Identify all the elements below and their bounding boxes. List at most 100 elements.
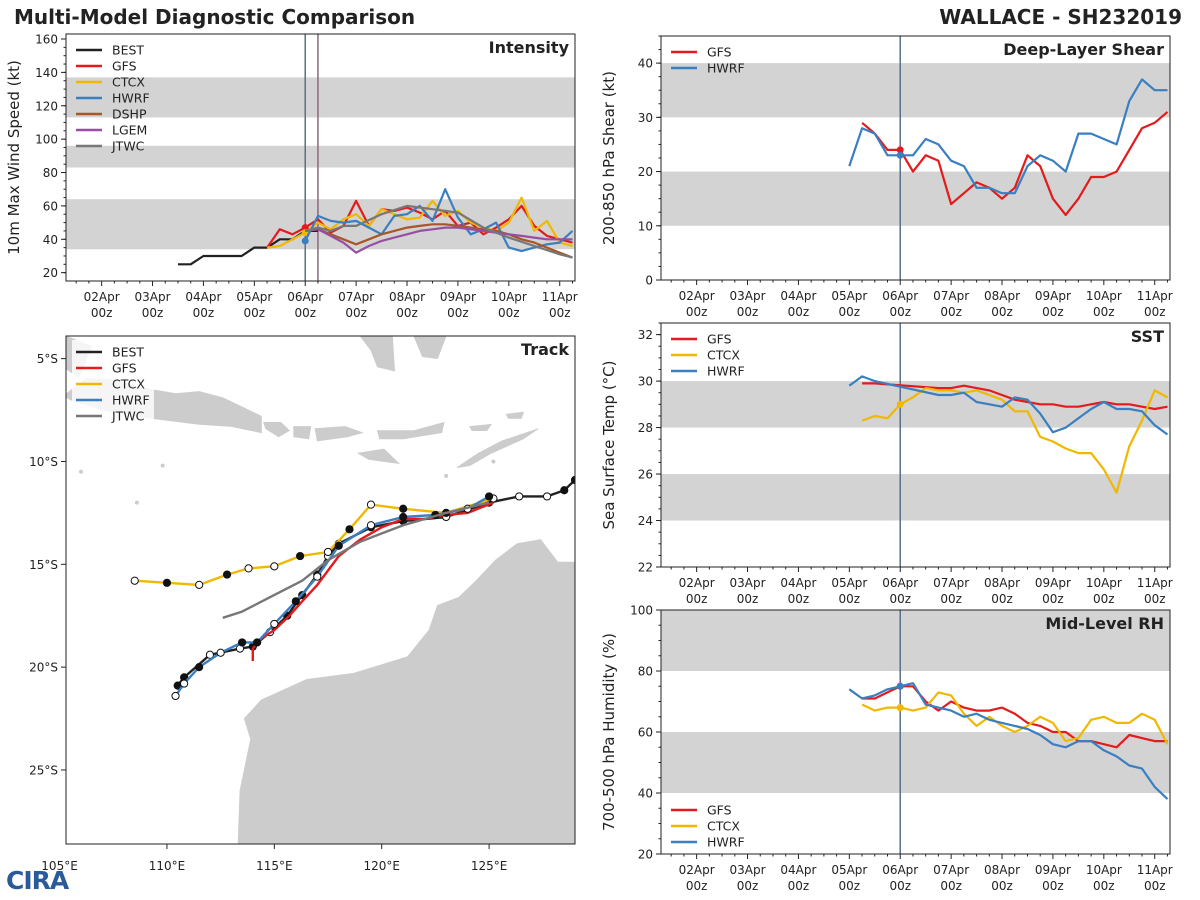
map-x-label: 110°E — [149, 859, 186, 873]
x-tick-sublabel: 00z — [889, 879, 911, 893]
bali-land — [263, 421, 291, 438]
sulawesi-land — [359, 336, 396, 372]
track-hwrf — [171, 492, 494, 701]
x-tick-label: 07Apr — [933, 863, 969, 877]
analysis-marker — [896, 151, 904, 159]
x-tick-label: 07Apr — [338, 290, 374, 304]
legend-label-hwrf: HWRF — [707, 61, 745, 76]
track-point — [195, 580, 204, 589]
x-tick-label: 10Apr — [1086, 576, 1122, 590]
x-tick-label: 08Apr — [984, 863, 1020, 877]
x-tick-label: 04Apr — [780, 576, 816, 590]
y-tick-label: 40 — [43, 233, 58, 247]
flores-land — [376, 421, 445, 440]
track-point — [291, 597, 300, 606]
x-tick-sublabel: 00z — [737, 879, 759, 893]
x-tick-label: 02Apr — [679, 863, 715, 877]
panel-title: SST — [1131, 327, 1164, 346]
track-point — [180, 679, 189, 688]
x-tick-sublabel: 00z — [193, 306, 215, 320]
track-point — [399, 504, 408, 513]
legend-label-gfs: GFS — [707, 332, 732, 347]
track-point — [270, 562, 279, 571]
panel-title: Mid-Level RH — [1045, 614, 1164, 633]
shade-band — [66, 145, 575, 168]
x-tick-label: 02Apr — [84, 290, 120, 304]
x-tick-sublabel: 00z — [396, 306, 418, 320]
x-tick-label: 02Apr — [679, 289, 715, 303]
x-tick-label: 09Apr — [1035, 576, 1071, 590]
y-tick-label: 40 — [638, 57, 653, 71]
y-tick-label: 80 — [638, 665, 653, 679]
legend-label-ctcx: CTCX — [112, 377, 145, 392]
legend-label-hwrf: HWRF — [707, 835, 745, 850]
x-tick-sublabel: 00z — [1042, 879, 1064, 893]
y-tick-label: 60 — [638, 726, 653, 740]
legend-label-hwrf: HWRF — [112, 393, 150, 408]
x-tick-label: 06Apr — [287, 290, 323, 304]
sst-panel: 22 24 26 28 30 32 02Apr 00z 03Apr 00z 04Apr 00z 05Ap… — [600, 322, 1173, 606]
x-tick-label: 05Apr — [831, 863, 867, 877]
x-tick-label: 03Apr — [730, 289, 766, 303]
small-island — [160, 463, 165, 468]
y-tick-label: 20 — [638, 165, 653, 179]
x-tick-sublabel: 00z — [737, 592, 759, 606]
legend-label-hwrf: HWRF — [112, 91, 150, 106]
track-panel: 105°E 110°E 115°E 120°E 125°E 5°S 10°S 15°S 20°S… — [29, 335, 576, 873]
x-tick-label: 02Apr — [679, 576, 715, 590]
x-tick-sublabel: 00z — [940, 879, 962, 893]
x-tick-sublabel: 00z — [1144, 592, 1166, 606]
x-tick-sublabel: 00z — [737, 305, 759, 319]
series-line-hwrf — [304, 188, 574, 253]
small-island — [549, 346, 554, 351]
map-y-label: 5°S — [37, 352, 58, 366]
track-jtwc — [222, 501, 490, 619]
shade-band — [661, 474, 1170, 521]
x-tick-sublabel: 00z — [244, 306, 266, 320]
x-tick-label: 11Apr — [1137, 863, 1173, 877]
sumba-land — [356, 448, 401, 465]
y-tick-label: 140 — [35, 66, 58, 80]
x-tick-label: 11Apr — [1137, 289, 1173, 303]
x-tick-label: 04Apr — [780, 289, 816, 303]
small-island — [79, 469, 84, 474]
legend-label-gfs: GFS — [707, 803, 732, 818]
x-tick-label: 04Apr — [780, 863, 816, 877]
map-y-label: 20°S — [29, 661, 58, 675]
x-tick-sublabel: 00z — [294, 306, 316, 320]
x-tick-label: 09Apr — [1035, 863, 1071, 877]
y-tick-label: 0 — [645, 274, 653, 288]
track-line-jtwc — [222, 501, 490, 619]
x-tick-sublabel: 00z — [1042, 305, 1064, 319]
track-point — [334, 541, 343, 550]
y-tick-label: 100 — [35, 133, 58, 147]
x-tick-sublabel: 00z — [686, 879, 708, 893]
x-tick-sublabel: 00z — [142, 306, 164, 320]
panel-title: Track — [521, 340, 569, 359]
buton-land — [413, 336, 447, 360]
map-frame — [65, 335, 576, 845]
y-tick-label: 120 — [35, 99, 58, 113]
legend-label-gfs: GFS — [707, 45, 732, 60]
series-line-gfs — [862, 685, 1168, 749]
legend-label-gfs: GFS — [112, 361, 137, 376]
legend-label-ctcx: CTCX — [707, 348, 740, 363]
x-tick-sublabel: 00z — [889, 592, 911, 606]
x-tick-label: 08Apr — [984, 576, 1020, 590]
sumbawa-land — [314, 426, 364, 442]
small-island — [134, 500, 139, 505]
track-point — [171, 691, 180, 701]
x-tick-sublabel: 00z — [91, 306, 113, 320]
map-y-label: 25°S — [29, 763, 58, 777]
track-point — [238, 638, 247, 647]
series-line-ctcx — [861, 691, 1169, 745]
y-tick-label: 10 — [638, 219, 653, 233]
series-line-ctcx — [266, 196, 573, 249]
legend-label-lgem: LGEM — [112, 123, 147, 138]
x-tick-sublabel: 00z — [991, 592, 1013, 606]
x-tick-label: 03Apr — [135, 290, 171, 304]
track-point — [162, 578, 172, 587]
track-point — [399, 512, 408, 522]
x-tick-label: 03Apr — [730, 576, 766, 590]
